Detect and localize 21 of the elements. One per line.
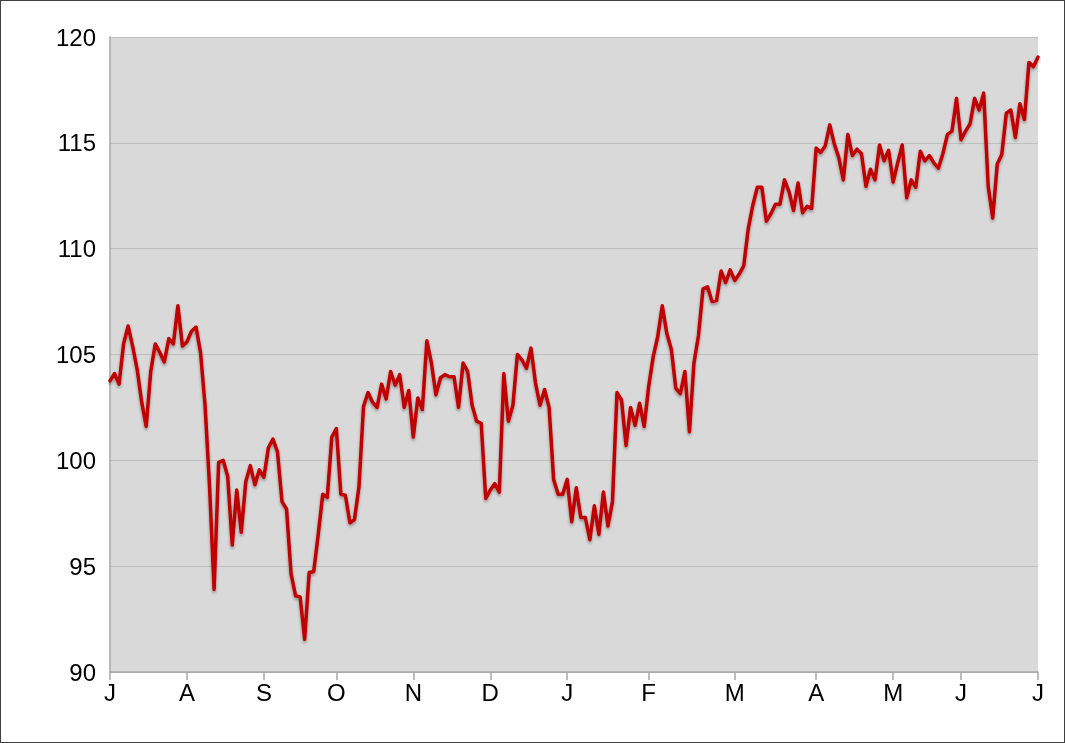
y-tick-label: 120: [55, 23, 96, 51]
y-tick-label: 110: [57, 235, 96, 263]
x-tick-label: J: [955, 678, 968, 706]
line-series: [108, 55, 1040, 641]
x-tick-label: F: [641, 678, 657, 706]
x-tick-label: M: [883, 678, 904, 706]
y-tick-label: 90: [69, 658, 96, 686]
x-tick-label: J: [561, 678, 574, 706]
x-tick-label: M: [724, 678, 745, 706]
x-tick-label: J: [1032, 678, 1044, 706]
x-tick-label: J: [104, 678, 116, 706]
x-tick-label: A: [808, 678, 825, 706]
x-tick-label: N: [404, 678, 422, 706]
y-tick-label: 115: [57, 129, 96, 157]
x-tick-label: A: [178, 678, 195, 706]
y-tick-label: 95: [69, 552, 96, 580]
x-tick-label: O: [327, 678, 346, 706]
y-tick-label: 105: [55, 341, 96, 368]
y-tick-label: 100: [55, 446, 96, 474]
x-tick-label: S: [255, 678, 272, 706]
x-tick-label: D: [481, 678, 499, 706]
